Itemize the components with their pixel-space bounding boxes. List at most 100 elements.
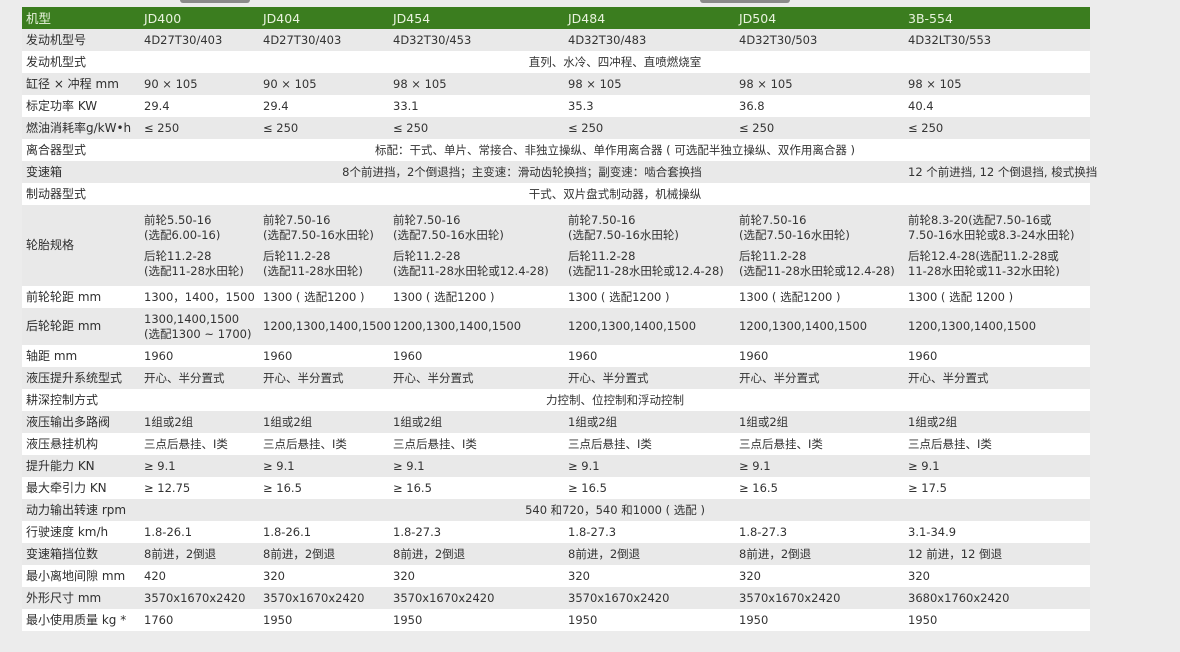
spec-cell: 8前进，2倒退 [259,543,389,565]
spec-row: 外形尺寸 mm 3570x1670x2420 3570x1670x2420 3570x… [22,587,1090,609]
row-label: 行驶速度 km/h [22,521,140,543]
spec-cell: 开心、半分置式 [564,367,735,389]
row-label: 液压提升系统型式 [22,367,140,389]
spec-cell: 1300 ( 选配1200 ) [389,286,564,308]
spec-cell: 1300,1400,1500 (选配1300 ~ 1700) [140,308,259,345]
spec-cell: 1950 [904,609,1090,631]
cell-line: 后轮11.2-28 [568,248,636,263]
cell-line: 前轮5.50-16 [144,212,212,227]
spec-row: 前轮轮距 mm 1300，1400，1500 1300 ( 选配1200 ) 1300… [22,286,1090,308]
spec-cell: 1950 [735,609,904,631]
spec-cell: 1300 ( 选配1200 ) [735,286,904,308]
spec-cell-shared: 8个前进挡，2个倒退挡；主变速：滑动齿轮换挡；副变速：啮合套换挡 [140,161,904,183]
spec-cell: 1200,1300,1400,1500 [564,308,735,345]
spec-cell: ≤ 250 [259,117,389,139]
spec-row: 最小使用质量 kg * 1760 1950 1950 1950 1950 1950 [22,609,1090,631]
spec-row: 液压悬挂机构 三点后悬挂、Ⅰ类 三点后悬挂、Ⅰ类 三点后悬挂、Ⅰ类 三点后悬挂、Ⅰ类 三点… [22,433,1090,455]
spec-cell: 1300 ( 选配1200 ) [259,286,389,308]
spec-cell: 1.8-27.3 [735,521,904,543]
spec-cell: 1.8-26.1 [259,521,389,543]
spec-cell: 开心、半分置式 [735,367,904,389]
row-label: 提升能力 KN [22,455,140,477]
header-label: 机型 [22,7,140,29]
spec-row: 缸径 × 冲程 mm 90 × 105 90 × 105 98 × 105 98 × 1… [22,73,1090,95]
spec-cell: 33.1 [389,95,564,117]
spec-cell-shared: 540 和720，540 和1000 ( 选配 ) [140,499,1090,521]
spec-cell: ≥ 9.1 [564,455,735,477]
spec-cell: ≥ 9.1 [389,455,564,477]
spec-row: 最大牵引力 KN ≥ 12.75 ≥ 16.5 ≥ 16.5 ≥ 16.5 ≥ 16.5 ≥… [22,477,1090,499]
spec-cell: ≥ 9.1 [904,455,1090,477]
spec-cell: 98 × 105 [904,73,1090,95]
spec-cell: 1300 ( 选配 1200 ) [904,286,1090,308]
spec-cell: ≤ 250 [564,117,735,139]
row-label: 动力输出转速 rpm [22,499,140,521]
cell-line: (选配7.50-16水田轮) [393,227,504,242]
row-label: 最小使用质量 kg * [22,609,140,631]
spec-cell-shared: 力控制、位控制和浮动控制 [140,389,1090,411]
spec-cell: 1200,1300,1400,1500 [735,308,904,345]
spec-cell: 1200,1300,1400,1500 [904,308,1090,345]
cell-line: (选配7.50-16水田轮) [739,227,850,242]
spec-row: 最小离地间隙 mm 420 320 320 320 320 320 [22,565,1090,587]
spec-cell: 29.4 [140,95,259,117]
spec-cell: 开心、半分置式 [140,367,259,389]
spec-cell: 4D32LT30/553 [904,29,1090,51]
spec-row: 发动机型号 4D27T30/403 4D27T30/403 4D32T30/453 4D… [22,29,1090,51]
spec-row: 液压输出多路阀 1组或2组 1组或2组 1组或2组 1组或2组 1组或2组 1组或2组 [22,411,1090,433]
spec-row: 发动机型式 直列、水冷、四冲程、直喷燃烧室 [22,51,1090,73]
cell-line: (选配11-28水田轮或12.4-28) [568,263,724,278]
spec-cell: ≥ 16.5 [735,477,904,499]
spec-cell: 前轮7.50-16 (选配7.50-16水田轮) 后轮11.2-28 (选配11-28… [389,205,564,286]
row-label: 缸径 × 冲程 mm [22,73,140,95]
top-decoration [180,0,250,3]
spec-cell: ≤ 250 [389,117,564,139]
spec-cell: 98 × 105 [564,73,735,95]
cell-line: (选配11-28水田轮或12.4-28) [393,263,549,278]
spec-cell: ≥ 16.5 [389,477,564,499]
spec-cell: 前轮7.50-16 (选配7.50-16水田轮) 后轮11.2-28 (选配11-28… [564,205,735,286]
spec-cell: 1.8-27.3 [389,521,564,543]
spec-cell: 1组或2组 [259,411,389,433]
cell-line: 1300,1400,1500 [144,311,240,326]
spec-cell: 1.8-27.3 [564,521,735,543]
spec-cell: 3570x1670x2420 [564,587,735,609]
spec-cell: 1950 [564,609,735,631]
spec-cell: 4D32T30/483 [564,29,735,51]
row-label: 变速箱 [22,161,140,183]
spec-cell: 前轮7.50-16 (选配7.50-16水田轮) 后轮11.2-28 (选配11-28… [259,205,389,286]
spec-cell: 1300 ( 选配1200 ) [564,286,735,308]
spec-cell: 1300，1400，1500 [140,286,259,308]
spec-cell: 8前进，2倒退 [389,543,564,565]
spec-cell: ≤ 250 [735,117,904,139]
cell-line: 后轮11.2-28 [393,248,461,263]
spec-row: 制动器型式 干式、双片盘式制动器，机械操纵 [22,183,1090,205]
spec-cell: 3680x1760x2420 [904,587,1090,609]
cell-line: (选配7.50-16水田轮) [263,227,374,242]
spec-row: 轮胎规格 前轮5.50-16 (选配6.00-16) 后轮11.2-28 (选配11-2… [22,205,1090,286]
spec-cell: 1组或2组 [140,411,259,433]
spec-cell: 开心、半分置式 [904,367,1090,389]
spec-cell: 1组或2组 [904,411,1090,433]
spec-cell: 320 [389,565,564,587]
spec-cell: 36.8 [735,95,904,117]
row-label: 轴距 mm [22,345,140,367]
cell-line: (选配11-28水田轮) [263,263,363,278]
row-label: 耕深控制方式 [22,389,140,411]
spec-cell: 90 × 105 [140,73,259,95]
row-label: 液压输出多路阀 [22,411,140,433]
spec-row: 标定功率 KW 29.4 29.4 33.1 35.3 36.8 40.4 [22,95,1090,117]
spec-row: 耕深控制方式 力控制、位控制和浮动控制 [22,389,1090,411]
top-decoration [700,0,790,3]
cell-line: (选配11-28水田轮或12.4-28) [739,263,895,278]
spec-cell: 8前进，2倒退 [735,543,904,565]
spec-cell: 8前进，2倒退 [564,543,735,565]
row-label: 离合器型式 [22,139,140,161]
spec-table: 机型 JD400 JD404 JD454 JD484 JD504 3B-554 … [22,7,1097,631]
spec-cell: ≥ 16.5 [259,477,389,499]
spec-cell: 1960 [140,345,259,367]
spec-cell: 三点后悬挂、Ⅰ类 [389,433,564,455]
cell-line: 后轮11.2-28 [739,248,807,263]
spec-cell: 420 [140,565,259,587]
row-label: 后轮轮距 mm [22,308,140,345]
